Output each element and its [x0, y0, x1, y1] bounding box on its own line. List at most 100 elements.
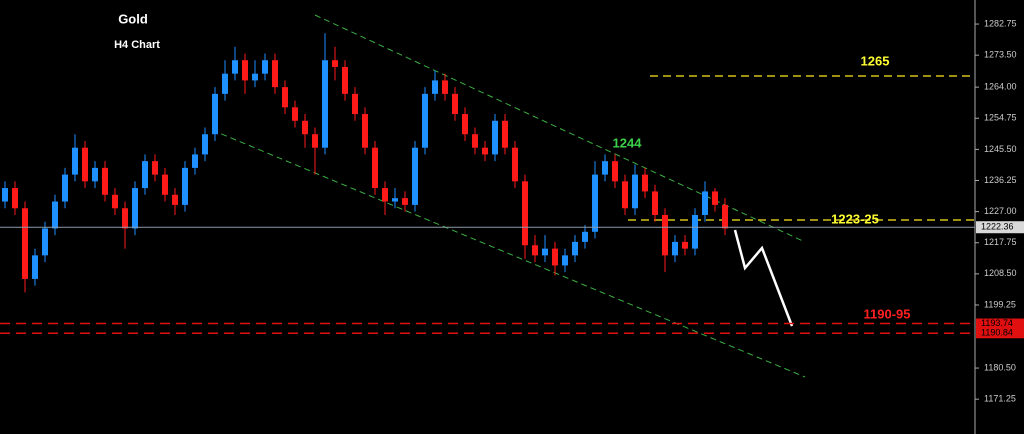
candle-body: [552, 248, 558, 266]
candle-body: [652, 191, 658, 215]
candle-body: [522, 181, 528, 246]
price-tag: [976, 221, 1024, 234]
annotation: 1190-95: [864, 306, 911, 321]
y-tick-label: 1236.25: [984, 175, 1017, 185]
candle-body: [442, 80, 448, 94]
candle-body: [502, 120, 508, 148]
candle-body: [492, 120, 498, 155]
candle-body: [152, 161, 158, 175]
candle-body: [702, 191, 708, 215]
candle-body: [662, 214, 668, 256]
candle-body: [722, 204, 728, 229]
candle-body: [482, 147, 488, 155]
candle-body: [382, 188, 388, 202]
candle-body: [52, 201, 58, 229]
candle-body: [202, 134, 208, 155]
candle-body: [282, 87, 288, 108]
annotation: 1265: [861, 53, 890, 68]
candle-body: [402, 198, 408, 205]
candle-body: [712, 191, 718, 205]
candle-body: [632, 174, 638, 209]
candle-body: [642, 174, 648, 192]
price-tag-label: 1193.74: [981, 318, 1013, 328]
candle-body: [222, 73, 228, 94]
y-tick-label: 1180.50: [984, 362, 1016, 372]
y-tick-label: 1199.25: [984, 299, 1016, 309]
projection-arrow: [733, 229, 794, 327]
candle-body: [452, 93, 458, 115]
candle-body: [252, 73, 258, 81]
candle-body: [72, 147, 78, 175]
candle-body: [422, 93, 428, 148]
price-tag-label: 1222.36: [981, 222, 1014, 232]
candle-body: [412, 147, 418, 205]
candle-body: [242, 60, 248, 81]
y-tick-label: 1254.75: [984, 113, 1017, 123]
candle-body: [132, 188, 138, 229]
candle-body: [212, 93, 218, 135]
candle-body: [62, 174, 68, 202]
candle-body: [372, 147, 378, 189]
candle-body: [532, 245, 538, 256]
price-tag-label: 1190.84: [981, 328, 1013, 338]
candle-body: [312, 134, 318, 148]
candle-body: [172, 194, 178, 205]
y-tick-label: 1217.75: [984, 237, 1017, 247]
y-tick-label: 1282.75: [984, 18, 1017, 28]
candle-body: [162, 174, 168, 195]
price-tag: [976, 318, 1024, 329]
y-tick-label: 1171.25: [984, 394, 1016, 404]
candle-body: [182, 167, 188, 205]
candle-body: [672, 241, 678, 256]
candle-body: [542, 248, 548, 256]
candle-body: [272, 60, 278, 88]
candle-body: [602, 161, 608, 175]
candle-body: [562, 255, 568, 266]
candle-body: [592, 174, 598, 232]
candle-body: [512, 147, 518, 182]
candle-body: [112, 194, 118, 209]
candle-body: [582, 231, 588, 242]
channel-lower: [211, 129, 806, 378]
chart-subtitle: H4 Chart: [114, 39, 160, 51]
candle-body: [612, 161, 618, 182]
candle-body: [12, 188, 18, 209]
candle-body: [332, 60, 338, 67]
y-tick-label: 1264.00: [984, 82, 1017, 92]
candle-body: [22, 208, 28, 279]
annotation: 1223-25: [831, 211, 879, 226]
candle-body: [462, 114, 468, 135]
y-tick-label: 1208.50: [984, 268, 1017, 278]
candle-body: [262, 60, 268, 74]
candle-body: [682, 241, 688, 249]
candle-body: [362, 114, 368, 148]
candle-body: [32, 255, 38, 279]
candle-body: [142, 161, 148, 189]
candle-body: [292, 107, 298, 121]
candle-body: [322, 60, 328, 148]
candle-body: [82, 147, 88, 182]
candle-body: [102, 167, 108, 195]
candle-body: [232, 60, 238, 74]
candle-body: [302, 120, 308, 135]
candle-body: [122, 208, 128, 229]
candle-body: [92, 167, 98, 182]
candle-body: [42, 228, 48, 256]
candle-body: [352, 93, 358, 115]
candle-body: [572, 241, 578, 256]
candle-body: [692, 214, 698, 249]
y-tick-label: 1273.50: [984, 50, 1017, 60]
plot: [2, 33, 728, 293]
annotation: 1244: [613, 135, 643, 150]
channel-upper: [314, 14, 806, 243]
candle-body: [2, 188, 8, 202]
y-tick-label: 1227.00: [984, 206, 1017, 216]
price-tag: [976, 328, 1024, 339]
y-tick-label: 1245.50: [984, 144, 1017, 154]
candle-body: [192, 154, 198, 168]
candle-body: [432, 80, 438, 94]
chart-title: Gold: [118, 11, 148, 26]
